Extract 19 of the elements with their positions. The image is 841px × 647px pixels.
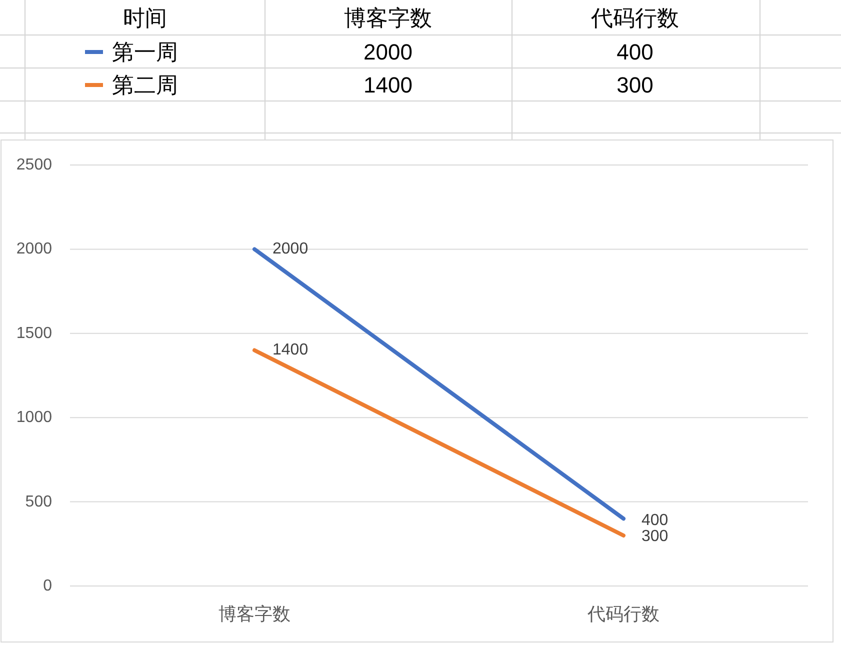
y-tick-label: 500	[25, 493, 52, 510]
y-tick-label: 0	[43, 578, 52, 594]
category-label: 代码行数	[591, 6, 679, 30]
legend-title: 时间	[123, 6, 167, 30]
legend-label: 第一周	[112, 40, 178, 64]
text: 300	[616, 72, 654, 98]
y-tick-label: 2500	[16, 156, 52, 174]
category-label: 博客字数	[344, 6, 432, 30]
data-label: 1400	[272, 342, 308, 359]
data-label: 2000	[272, 240, 308, 258]
text: 2000	[364, 40, 412, 64]
data-label: 300	[642, 528, 668, 545]
y-tick-label: 1500	[16, 324, 52, 342]
legend-label: 第二周	[112, 72, 178, 98]
y-tick-label: 2000	[16, 240, 52, 258]
data-label: 400	[642, 512, 668, 530]
y-tick-label: 1000	[16, 409, 52, 426]
text: 1400	[364, 72, 412, 98]
text: 400	[616, 40, 654, 64]
